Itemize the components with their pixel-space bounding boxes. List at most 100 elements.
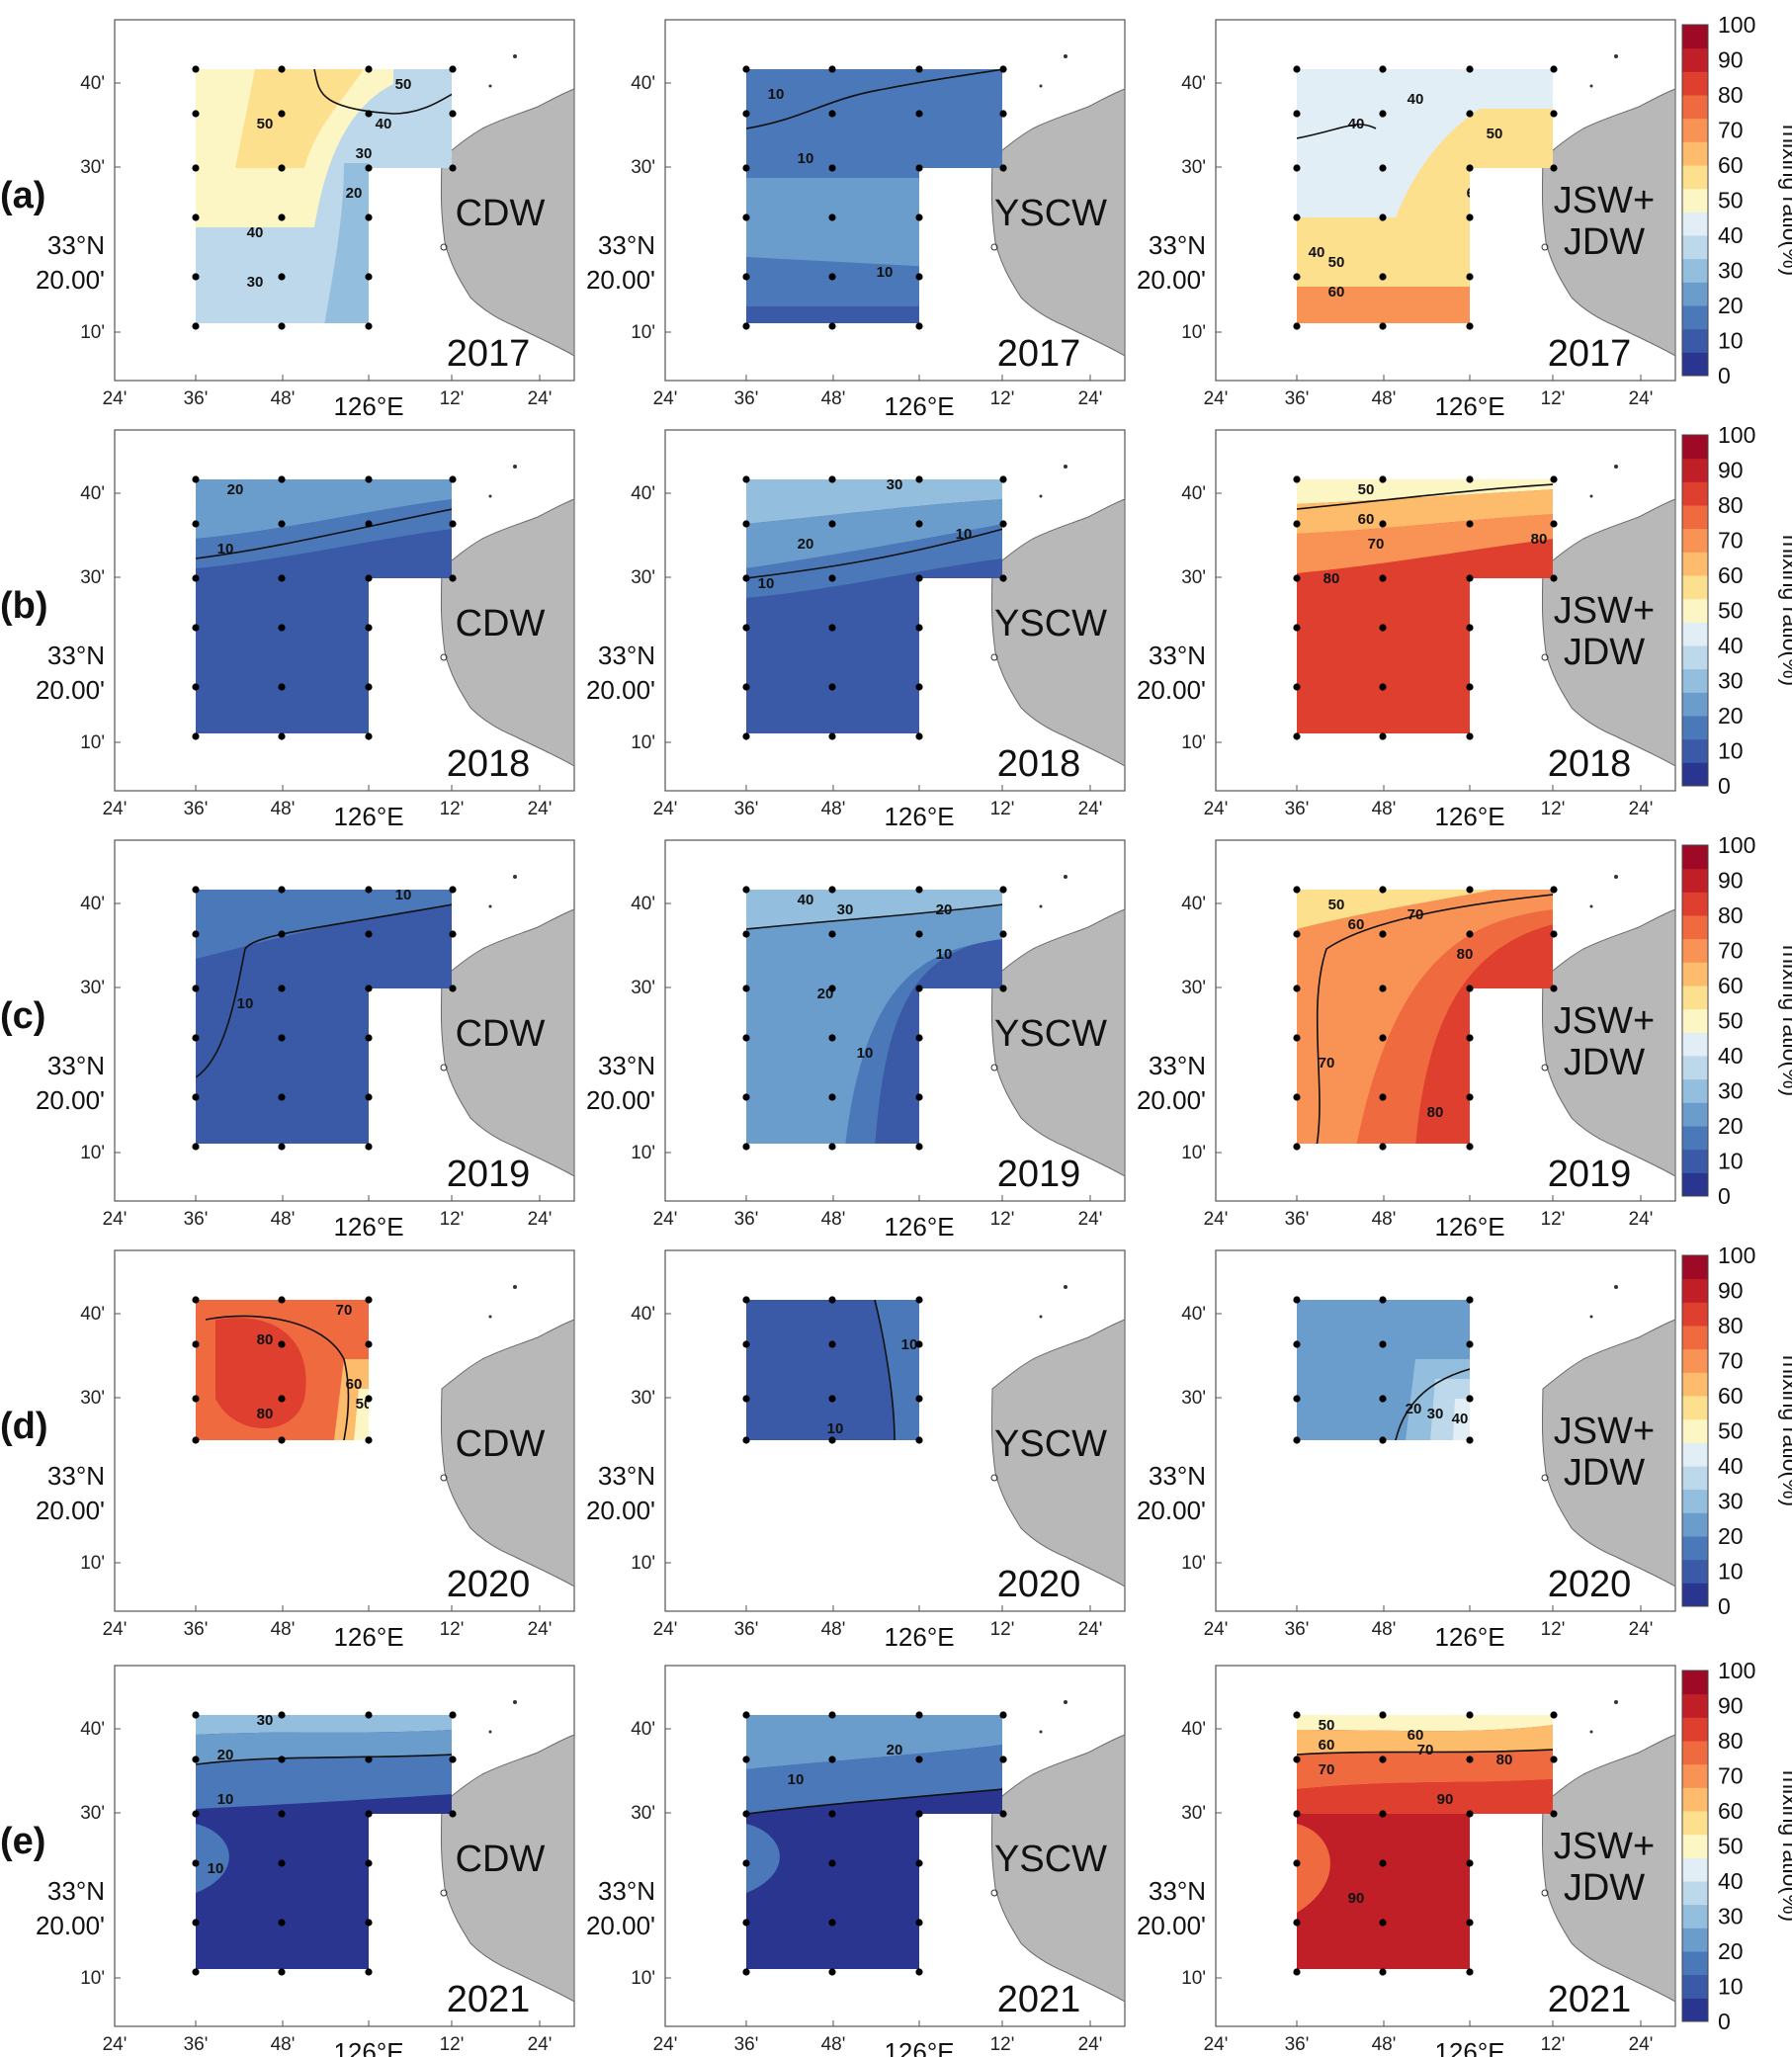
station-marker — [365, 886, 373, 894]
colorbar-title: mixing ratio(%) — [1778, 1355, 1792, 1506]
colorbar-swatch — [1682, 645, 1708, 670]
station-marker — [1379, 1143, 1387, 1151]
contour-label: 40 — [1452, 1411, 1469, 1427]
y-tick-label: 10' — [80, 322, 105, 343]
colorbar-tick: 50 — [1718, 1834, 1744, 1859]
x-tick-label: 36' — [734, 388, 759, 409]
station-marker — [449, 574, 457, 582]
lat-label: 33°N — [598, 1461, 655, 1491]
island-dot — [1541, 1474, 1549, 1482]
island-dot — [440, 1889, 448, 1897]
station-marker — [1466, 273, 1474, 281]
station-marker — [915, 214, 923, 221]
x-tick-label: 48' — [1372, 2034, 1397, 2055]
station-marker — [828, 886, 836, 894]
contour-band — [196, 890, 452, 959]
station-marker — [278, 110, 286, 118]
station-marker — [1293, 624, 1301, 632]
colorbar-swatch — [1682, 1396, 1708, 1420]
station-marker — [1293, 1034, 1301, 1042]
contour-band — [196, 499, 452, 568]
contour-line — [1297, 1749, 1553, 1756]
colorbar-swatch — [1682, 282, 1708, 306]
station-marker — [1379, 1859, 1387, 1867]
colorbar-swatch — [1682, 212, 1708, 236]
x-tick-label: 126°E — [333, 802, 403, 831]
station-marker — [365, 520, 373, 528]
station-marker — [742, 322, 750, 330]
station-marker — [278, 1810, 286, 1818]
colorbar-tick: 100 — [1718, 1243, 1755, 1268]
water-mass-label: JSW+ JDW — [1554, 1000, 1655, 1083]
station-marker — [1293, 164, 1301, 172]
colorbar-tick: 90 — [1718, 47, 1744, 73]
water-mass-label: JSW+ JDW — [1554, 590, 1655, 673]
colorbar-swatch — [1682, 1787, 1708, 1812]
y-tick-label: 10' — [80, 732, 105, 753]
station-marker — [828, 1340, 836, 1348]
station-marker — [915, 683, 923, 691]
colorbar-tick: 80 — [1718, 82, 1744, 108]
station-marker — [449, 1711, 457, 1719]
y-tick-label: 40' — [631, 73, 655, 94]
colorbar-swatch — [1682, 1008, 1708, 1033]
colorbar-swatch — [1682, 1149, 1708, 1173]
x-tick-label: 126°E — [884, 2037, 954, 2057]
island-dot — [488, 494, 492, 498]
station-marker — [742, 1340, 750, 1348]
map-panel: 50504030204030CDW201740'30'10'33°N20.00'… — [36, 19, 575, 421]
station-marker — [192, 1968, 200, 1976]
station-marker — [828, 732, 836, 740]
lat-label: 33°N — [1149, 230, 1206, 260]
x-tick-label: 24' — [528, 2034, 553, 2055]
station-marker — [449, 985, 457, 992]
x-tick-label: 24' — [1204, 1619, 1229, 1640]
y-tick-label: 30' — [80, 978, 105, 998]
island-dot — [1064, 1285, 1067, 1289]
colorbar-tick: 40 — [1718, 633, 1744, 658]
station-marker — [742, 1968, 750, 1976]
colorbar-tick: 80 — [1718, 492, 1744, 518]
station-marker — [449, 930, 457, 938]
lat-label: 20.00' — [586, 675, 655, 705]
x-tick-label: 12' — [1541, 388, 1566, 409]
mixing-ratio-field: 30 20 10 10 — [746, 479, 1002, 733]
x-tick-label: 36' — [184, 1619, 209, 1640]
station-marker — [1379, 273, 1387, 281]
station-marker — [828, 1756, 836, 1763]
lat-label: 33°N — [47, 641, 105, 670]
x-tick-label: 12' — [440, 1209, 465, 1230]
contour-label: 80 — [257, 1406, 274, 1422]
station-marker — [999, 1756, 1007, 1763]
island-dot — [488, 1315, 492, 1319]
x-tick-label: 36' — [184, 2034, 209, 2055]
y-tick-label: 10' — [80, 1143, 105, 1163]
x-tick-label: 12' — [990, 2034, 1015, 2055]
contour-label: 80 — [1457, 946, 1474, 963]
contour-label: 10 — [395, 887, 412, 903]
lat-label: 33°N — [47, 1461, 105, 1491]
x-tick-label: 36' — [734, 799, 759, 819]
x-tick-label: 48' — [1372, 1619, 1397, 1640]
station-marker — [828, 65, 836, 73]
x-tick-label: 48' — [821, 1619, 846, 1640]
colorbar-swatch — [1682, 458, 1708, 482]
colorbar-swatch — [1682, 1536, 1708, 1561]
colorbar-tick: 100 — [1718, 1658, 1755, 1683]
station-marker — [192, 1859, 200, 1867]
station-marker — [192, 886, 200, 894]
water-mass-label: JSW+ JDW — [1554, 1411, 1655, 1494]
station-marker — [365, 1296, 373, 1304]
station-marker — [1550, 1810, 1558, 1818]
y-tick-label: 40' — [80, 1719, 105, 1740]
colorbar-swatch — [1682, 1348, 1708, 1373]
lat-label: 33°N — [598, 641, 655, 670]
station-marker — [1293, 1395, 1301, 1403]
x-tick-label: 24' — [1629, 799, 1654, 819]
station-marker — [1466, 1968, 1474, 1976]
contour-label: 50 — [1319, 1717, 1335, 1734]
contour-label: 80 — [1531, 531, 1548, 548]
y-tick-label: 30' — [1181, 157, 1206, 178]
